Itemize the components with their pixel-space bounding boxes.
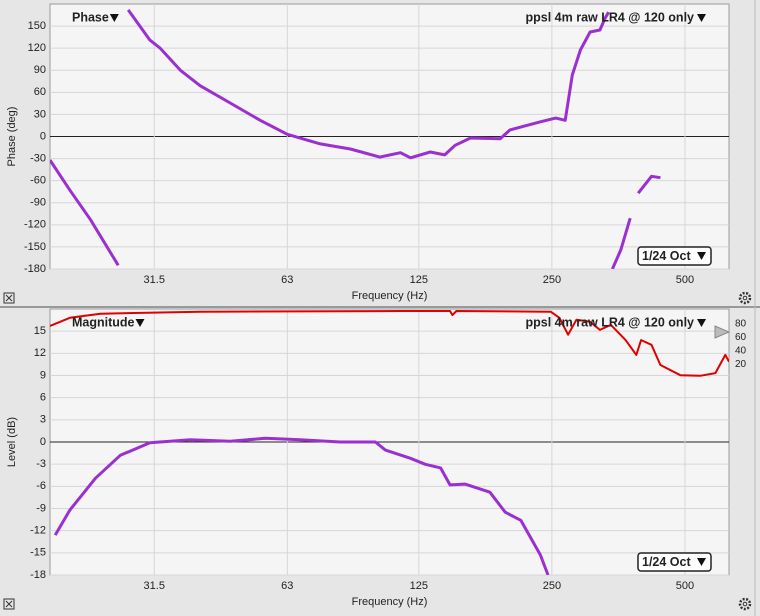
x-tick-label: 31.5	[144, 580, 165, 592]
smoothing-label: 1/24 Oct	[642, 555, 691, 569]
dropdown-arrow[interactable]	[135, 319, 145, 327]
y-axis-label: Phase (deg)	[6, 107, 18, 167]
dropdown-arrow[interactable]	[697, 252, 706, 260]
close-icon[interactable]	[3, 292, 15, 304]
y-tick-label: 150	[28, 20, 46, 32]
x-tick-label: 500	[676, 580, 694, 592]
trace	[50, 310, 729, 377]
y-tick-label: 9	[40, 369, 46, 381]
trace	[53, 436, 550, 575]
y-tick-label: 0	[40, 436, 46, 448]
close-icon-x	[5, 294, 13, 302]
settings-icon[interactable]	[738, 291, 752, 305]
settings-icon-hub	[742, 601, 748, 607]
x-tick-label: 125	[410, 274, 428, 286]
y-tick-label: -15	[30, 547, 46, 559]
y-tick-label: -12	[30, 525, 46, 537]
y-tick-label: 120	[28, 42, 46, 54]
y-tick-label: -3	[36, 458, 46, 470]
y-axis-label: Level (dB)	[6, 417, 18, 467]
settings-icon-hub	[742, 295, 748, 301]
y-tick-label: -9	[36, 502, 46, 514]
legend-entry[interactable]: ppsl 4m raw LR4 @ 120 only	[526, 315, 695, 329]
y-tick-label: -18	[30, 569, 46, 581]
y-tick-label: 3	[40, 414, 46, 426]
y-tick-label: -120	[24, 219, 46, 231]
y-tick-label: -90	[30, 197, 46, 209]
dropdown-arrow[interactable]	[109, 14, 119, 22]
dropdown-arrow[interactable]	[697, 558, 706, 566]
y-tick-label: 6	[40, 392, 46, 404]
x-tick-label: 31.5	[144, 274, 165, 286]
y-tick-label: 90	[34, 64, 46, 76]
close-icon[interactable]	[3, 598, 15, 610]
y2-tick-label: 80	[735, 318, 747, 329]
plot-traces	[50, 9, 661, 269]
smoothing-label: 1/24 Oct	[642, 249, 691, 263]
y-tick-label: -180	[24, 263, 46, 275]
close-icon-x	[5, 600, 13, 608]
x-axis-label: Frequency (Hz)	[352, 290, 428, 302]
y-tick-label: -60	[30, 175, 46, 187]
y-tick-label: -6	[36, 480, 46, 492]
y-tick-label: 60	[34, 86, 46, 98]
y-tick-label: 0	[40, 130, 46, 142]
settings-icon[interactable]	[738, 597, 752, 611]
plot-traces	[50, 310, 729, 575]
y2-tick-label: 60	[735, 332, 747, 343]
y-tick-label: 12	[34, 347, 46, 359]
x-axis-label: Frequency (Hz)	[352, 596, 428, 608]
y-tick-label: 15	[34, 325, 46, 337]
y-tick-label: -150	[24, 241, 46, 253]
dropdown-arrow[interactable]	[697, 14, 706, 22]
smoothing-box[interactable]	[637, 246, 712, 266]
smoothing-box[interactable]	[637, 552, 712, 572]
x-tick-label: 500	[676, 274, 694, 286]
trace	[50, 9, 661, 269]
x-tick-label: 63	[281, 274, 293, 286]
axis-marker[interactable]	[714, 325, 731, 339]
x-tick-label: 63	[281, 580, 293, 592]
x-tick-label: 250	[543, 580, 561, 592]
legend-entry[interactable]: ppsl 4m raw LR4 @ 120 only	[526, 10, 695, 24]
graph-selector[interactable]: Magnitude	[72, 315, 135, 329]
y-tick-label: 30	[34, 108, 46, 120]
graph-selector[interactable]: Phase	[72, 10, 109, 24]
y-tick-label: -30	[30, 152, 46, 164]
x-tick-label: 250	[543, 274, 561, 286]
y2-tick-label: 20	[735, 359, 747, 370]
x-tick-label: 125	[410, 580, 428, 592]
y2-tick-label: 40	[735, 345, 747, 356]
dropdown-arrow[interactable]	[697, 319, 706, 327]
